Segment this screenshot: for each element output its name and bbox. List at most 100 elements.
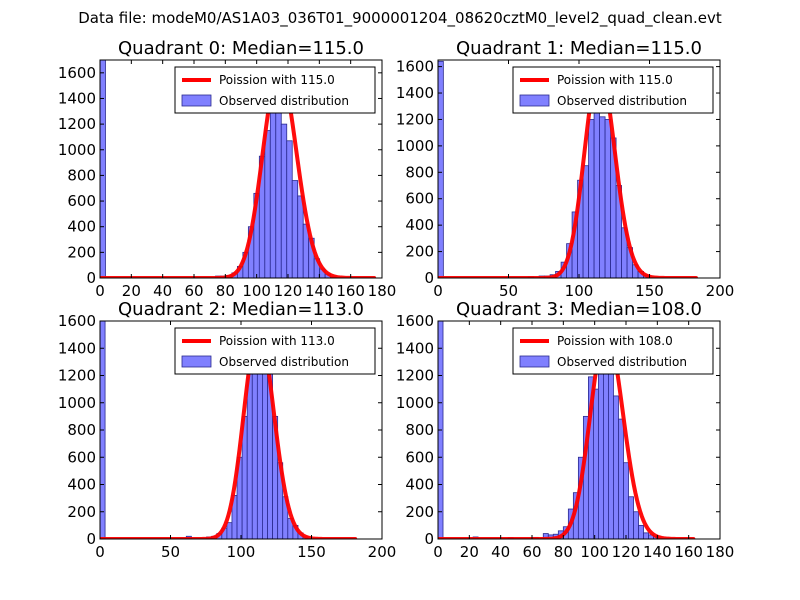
histogram-bar	[264, 130, 271, 278]
histogram-bar	[582, 165, 589, 278]
y-tick-label: 600	[67, 192, 96, 210]
histogram-bar	[297, 195, 304, 278]
y-tick-label: 1600	[396, 312, 434, 330]
legend-bar-label: Observed distribution	[219, 355, 349, 369]
poisson-curve	[100, 328, 358, 539]
figure-suptitle: Data file: modeM0/AS1A03_036T01_90000012…	[78, 9, 722, 28]
subplot-1: Quadrant 1: Median=115.0 0 50 100 150 200 0 200…	[396, 38, 735, 300]
x-tick-label: 80	[216, 282, 235, 300]
x-tick-label: 150	[635, 282, 664, 300]
legend-bar-label: Observed distribution	[557, 355, 687, 369]
x-tick-label: 0	[433, 282, 443, 300]
histogram-bar	[628, 496, 634, 539]
legend: Poission with 108.0 Observed distribution	[512, 327, 714, 375]
y-tick-label: 1000	[396, 394, 434, 412]
histogram-bar	[291, 180, 299, 278]
histogram-bar	[275, 104, 282, 278]
legend-line-label: Poission with 108.0	[557, 334, 673, 348]
legend-bar-swatch	[181, 94, 212, 107]
y-tick-label: 800	[405, 421, 434, 439]
x-tick-label: 100	[227, 543, 256, 561]
x-tick-label: 180	[368, 282, 397, 300]
y-tick-label: 600	[405, 448, 434, 466]
x-tick-label: 140	[305, 282, 334, 300]
y-tick-label: 1400	[396, 84, 434, 102]
subplot-title: Quadrant 2: Median=113.0	[118, 299, 364, 320]
legend-bar-swatch	[519, 355, 550, 368]
y-tick-label: 1400	[396, 339, 434, 357]
x-tick-label: 50	[499, 282, 518, 300]
subplot-grid: Quadrant 0: Median=115.00 20 40 60 80 100 120 1…	[58, 38, 735, 561]
legend-line-label: Poission with 113.0	[219, 334, 335, 348]
subplot-title: Quadrant 0: Median=115.0	[118, 38, 364, 59]
x-tick-label: 20	[122, 282, 141, 300]
x-tick-label: 140	[643, 543, 672, 561]
y-tick-label: 0	[86, 530, 96, 548]
y-tick-label: 0	[424, 530, 434, 548]
y-tick-label: 400	[67, 218, 96, 236]
x-tick-label: 100	[565, 282, 594, 300]
legend-bar-swatch	[519, 94, 550, 107]
legend: Poission with 115.0 Observed distribution	[512, 66, 714, 114]
y-tick-label: 600	[405, 190, 434, 208]
legend-bar-label: Observed distribution	[557, 94, 687, 108]
histogram-bar	[603, 347, 609, 539]
histogram-bar	[623, 462, 629, 539]
subplot-0: Quadrant 0: Median=115.00 20 40 60 80 100 120 1…	[58, 38, 397, 300]
y-tick-label: 1400	[58, 339, 96, 357]
poisson-curve	[438, 329, 696, 539]
y-tick-label: 400	[67, 476, 96, 494]
legend: Poission with 115.0 Observed distribution	[174, 66, 376, 114]
y-tick-label: 800	[67, 166, 96, 184]
y-tick-label: 1200	[58, 115, 96, 133]
x-tick-label: 160	[336, 282, 365, 300]
histogram-bar	[286, 140, 293, 278]
plot-area	[438, 60, 699, 278]
histogram-bar	[256, 371, 263, 539]
x-tick-label: 60	[184, 282, 203, 300]
axes-frame	[99, 59, 383, 279]
y-tick-label: 200	[67, 503, 96, 521]
legend-line-label: Poission with 115.0	[219, 73, 335, 87]
histogram-bar	[226, 522, 233, 539]
y-tick-label: 200	[405, 243, 434, 261]
y-tick-label: 600	[67, 448, 96, 466]
x-tick-label: 0	[95, 282, 105, 300]
y-tick-label: 800	[405, 163, 434, 181]
x-tick-label: 160	[674, 543, 703, 561]
histogram-bar	[599, 116, 606, 278]
histogram-bar	[246, 371, 253, 539]
x-tick-label: 60	[522, 543, 541, 561]
x-tick-label: 80	[554, 543, 573, 561]
histogram-bar	[280, 123, 288, 278]
subplot-3: Quadrant 3: Median=108.00 20 40 60 80 100 120 1…	[396, 299, 735, 561]
y-tick-label: 800	[67, 421, 96, 439]
subplot-title: Quadrant 1: Median=115.0	[456, 38, 702, 59]
y-tick-label: 1000	[58, 394, 96, 412]
x-tick-label: 50	[161, 543, 180, 561]
histogram-bar	[618, 418, 624, 539]
subplot-2: Quadrant 2: Median=113.0 0 50 100 150 200 0 200…	[58, 299, 397, 561]
y-tick-label: 1600	[58, 64, 96, 82]
y-tick-label: 0	[86, 269, 96, 287]
x-tick-label: 100	[242, 282, 271, 300]
histogram-bar	[588, 119, 595, 278]
subplot-title: Quadrant 3: Median=108.0	[456, 299, 702, 320]
y-tick-label: 1200	[396, 367, 434, 385]
poisson-curve	[438, 67, 699, 278]
histogram-bar	[633, 511, 639, 539]
histogram-bar	[608, 371, 614, 539]
legend-bar-swatch	[181, 355, 212, 368]
histogram-bar	[598, 371, 604, 539]
y-tick-label: 1000	[396, 137, 434, 155]
histogram-bar	[593, 388, 599, 539]
x-tick-label: 40	[153, 282, 172, 300]
x-tick-label: 0	[95, 543, 105, 561]
y-tick-label: 1600	[58, 312, 96, 330]
x-tick-label: 150	[297, 543, 326, 561]
y-tick-label: 1400	[58, 89, 96, 107]
y-tick-label: 400	[405, 216, 434, 234]
y-tick-label: 1000	[58, 141, 96, 159]
y-tick-label: 200	[67, 243, 96, 261]
